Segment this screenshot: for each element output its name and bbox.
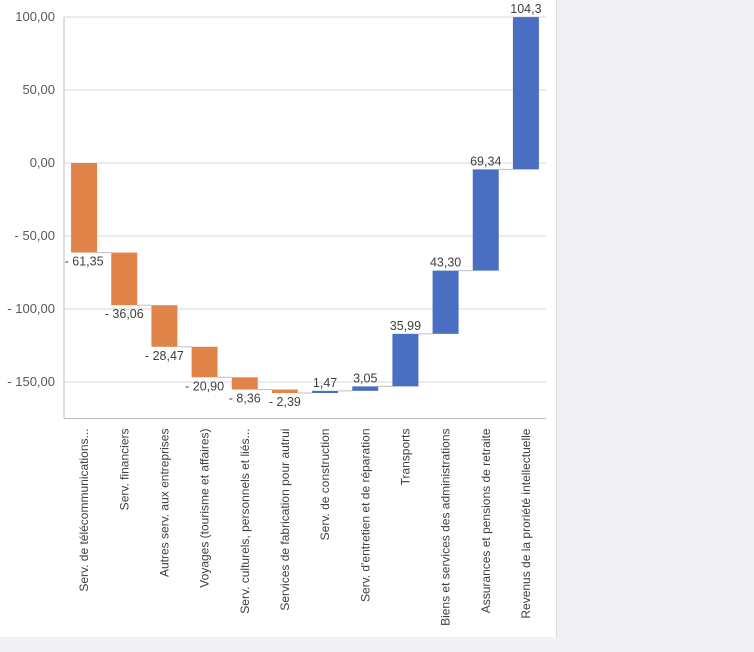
x-category-label: Serv. culturels, personnels et liés...	[238, 429, 252, 614]
data-label-10: 43,30	[430, 256, 461, 270]
data-label-4: - 20,90	[185, 379, 224, 393]
x-category-label: Revenus de la proriété intellectuelle	[519, 428, 533, 618]
bottom-strip	[0, 637, 754, 652]
bar-7	[312, 390, 339, 393]
data-label-8: 3,05	[353, 371, 377, 385]
x-category-label: Serv. d'entretien et de réparation	[358, 429, 372, 603]
bar-5	[231, 377, 258, 390]
x-category-label: Biens et services des administrations	[439, 429, 453, 626]
data-label-9: 35,99	[390, 319, 421, 333]
y-tick-label: 0,00	[30, 155, 55, 170]
waterfall-chart: 100,00 50,00 0,00 - 50,00 - 100,00 - 150,00 - …	[7, 2, 546, 626]
y-tick-label: 100,00	[15, 9, 55, 24]
x-category-label: Serv. de construction	[318, 429, 332, 541]
bar-1	[71, 163, 98, 253]
x-category-label: Autres serv. aux entreprises	[157, 429, 171, 578]
bar-4	[191, 346, 218, 378]
x-category-label: Services de fabrication pour autrui	[278, 429, 292, 611]
x-category-label: Assurances et pensions de retraite	[479, 428, 493, 613]
bar-6	[271, 389, 298, 393]
bar-10	[432, 270, 459, 334]
data-label-5: - 8,36	[229, 392, 261, 406]
bar-11	[472, 169, 499, 271]
y-tick-label: - 150,00	[7, 374, 55, 389]
data-label-1: - 61,35	[65, 255, 104, 269]
data-label-7: 1,47	[313, 376, 337, 390]
x-category-label: Transports	[398, 429, 412, 486]
bar-9	[392, 333, 419, 387]
chart-panel: 100,00 50,00 0,00 - 50,00 - 100,00 - 150,00 - …	[0, 0, 557, 637]
y-tick-label: 50,00	[22, 82, 55, 97]
x-category-label: Serv. financiers	[117, 429, 131, 511]
bar-8	[352, 386, 379, 391]
data-label-3: - 28,47	[145, 349, 184, 363]
bar-3	[151, 305, 178, 347]
data-label-2: - 36,06	[105, 307, 144, 321]
data-label-12: 104,3	[510, 2, 541, 16]
data-label-11: 69,34	[470, 154, 501, 168]
data-label-6: - 2,39	[269, 395, 301, 409]
bar-2	[111, 252, 138, 306]
bar-12	[512, 17, 539, 170]
x-category-label: Serv. de télécommunications...	[77, 429, 91, 592]
x-category-label: Voyages (tourisme et affaires)	[198, 428, 212, 587]
y-tick-label: - 50,00	[15, 228, 55, 243]
y-tick-label: - 100,00	[7, 301, 55, 316]
